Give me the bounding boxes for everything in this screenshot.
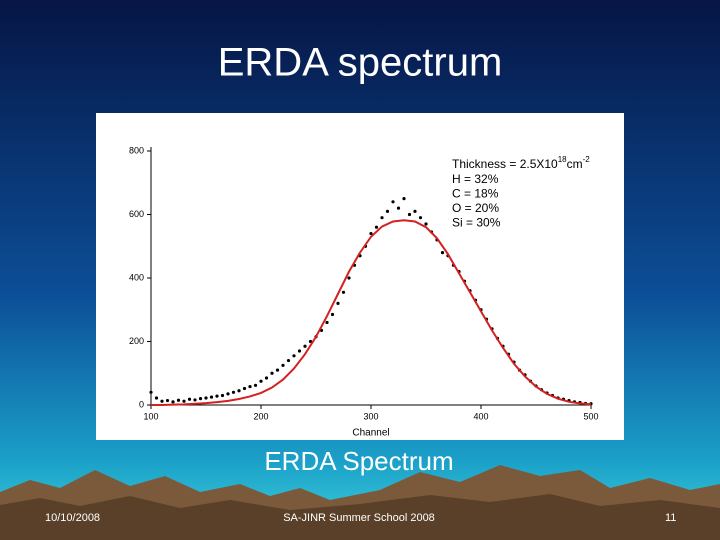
- annotation-line: O = 20%: [452, 201, 499, 215]
- data-point: [424, 222, 428, 226]
- y-tick-label: 600: [129, 209, 144, 219]
- caption: ERDA Spectrum: [264, 446, 453, 476]
- data-point: [308, 339, 313, 344]
- data-point: [413, 209, 417, 213]
- data-point: [385, 209, 390, 213]
- x-tick-label: 400: [473, 411, 488, 421]
- date: 10/10/2008: [45, 512, 100, 524]
- data-point: [297, 349, 302, 353]
- annotation-sup: -2: [583, 155, 591, 164]
- data-point: [204, 396, 208, 400]
- data-point: [171, 400, 175, 404]
- annotation-part: cm: [567, 157, 583, 171]
- data-point: [347, 276, 351, 280]
- x-tick-label: 300: [363, 411, 378, 421]
- data-point: [253, 383, 258, 387]
- data-point: [303, 344, 307, 348]
- slide-title: ERDA spectrum: [218, 41, 503, 85]
- mountains-front: [0, 494, 720, 540]
- annotation-line: H = 32%: [452, 172, 499, 186]
- data-point: [275, 368, 280, 372]
- data-point: [198, 397, 203, 401]
- x-axis-label: Channel: [352, 428, 389, 439]
- data-point: [341, 290, 346, 294]
- data-point: [176, 398, 181, 402]
- data-point: [374, 225, 379, 229]
- data-point: [292, 354, 296, 358]
- y-tick-label: 400: [129, 272, 144, 282]
- data-point: [330, 312, 335, 317]
- x-tick-label: 500: [583, 411, 598, 421]
- data-point: [231, 390, 236, 394]
- data-point: [396, 206, 401, 210]
- data-point: [407, 212, 412, 217]
- data-point: [242, 386, 247, 391]
- footer: SA-JINR Summer School 2008: [283, 512, 435, 524]
- data-point: [226, 392, 230, 396]
- data-point: [160, 399, 164, 403]
- y-tick-label: 800: [129, 145, 144, 155]
- data-point: [264, 376, 269, 380]
- data-point: [182, 399, 186, 403]
- data-point: [165, 398, 170, 403]
- data-point: [391, 200, 395, 204]
- x-tick-label: 200: [253, 411, 268, 421]
- data-point: [402, 197, 406, 201]
- data-point: [380, 216, 384, 220]
- data-point: [193, 398, 197, 402]
- data-point: [149, 390, 153, 394]
- data-point: [220, 393, 225, 398]
- data-point: [215, 394, 219, 398]
- data-point: [259, 379, 263, 383]
- data-point: [248, 384, 252, 389]
- y-tick-label: 200: [129, 336, 144, 346]
- annotation-sup: 18: [558, 155, 567, 164]
- annotation-line: C = 18%: [452, 187, 499, 201]
- data-point: [154, 396, 159, 400]
- data-point: [281, 363, 285, 367]
- data-point: [440, 251, 445, 255]
- data-point: [187, 397, 192, 401]
- data-point: [286, 358, 291, 363]
- annotation-line: Si = 30%: [452, 216, 501, 230]
- page-number: 11: [665, 512, 676, 524]
- data-point: [237, 389, 241, 393]
- annotation-part: Thickness = 2.5X10: [452, 157, 558, 171]
- fit-line: [151, 219, 592, 406]
- annotation: Thickness = 2.5X1018cm-2: [452, 155, 590, 171]
- y-tick-label: 0: [139, 399, 144, 409]
- data-point: [325, 320, 329, 325]
- data-point: [270, 371, 274, 375]
- data-point: [209, 395, 214, 399]
- data-point: [418, 216, 423, 220]
- data-point: [369, 231, 373, 236]
- x-tick-label: 100: [143, 411, 158, 421]
- data-point: [336, 301, 340, 305]
